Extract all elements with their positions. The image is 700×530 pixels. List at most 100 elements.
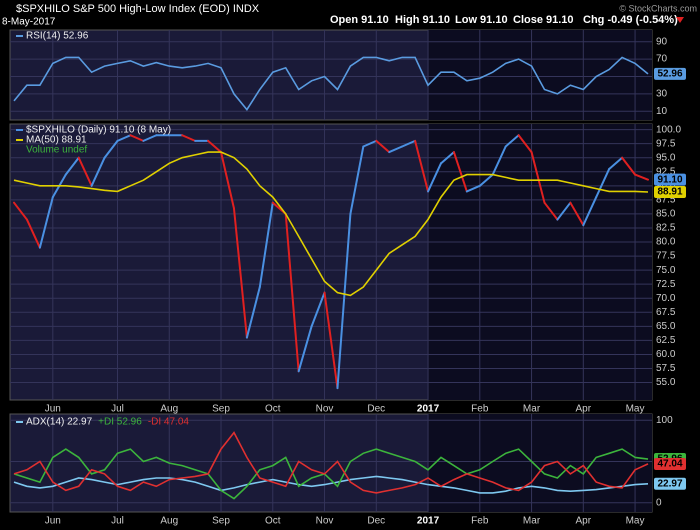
x-tick-label: 2017 xyxy=(417,404,440,415)
x-tick-label: Apr xyxy=(576,404,592,415)
value-badge xyxy=(654,185,686,198)
value-badge-text: 91.10 xyxy=(657,174,682,185)
price-segment xyxy=(336,212,352,390)
price-segment xyxy=(362,139,378,148)
price-segment xyxy=(103,139,119,159)
ohlc-item: Chg -0.49 (-0.54%) xyxy=(583,14,678,26)
price-segment xyxy=(375,139,391,154)
x-tick-label: Oct xyxy=(265,404,281,415)
price-segment xyxy=(582,196,598,227)
price-segment xyxy=(388,145,404,154)
price-segment xyxy=(116,134,132,142)
price-segment xyxy=(220,151,235,210)
plot-area-recent xyxy=(428,414,652,512)
y-tick-label: 95.0 xyxy=(656,152,676,163)
x-tick-label: Jun xyxy=(45,516,61,527)
ohlc: Open 91.10 High 91.10 Low 91.10 Close 91.10… xyxy=(330,14,678,26)
ohlc-item: Close 91.10 xyxy=(513,14,574,26)
y-tick-label: 80.0 xyxy=(656,237,676,248)
x-tick-label: Mar xyxy=(523,516,541,527)
series-line xyxy=(13,448,649,500)
price-segment xyxy=(439,151,455,165)
series-line xyxy=(13,151,649,297)
y-tick-label: 0 xyxy=(656,497,662,508)
y-tick-label: 97.5 xyxy=(656,138,676,149)
y-tick-label: 10 xyxy=(656,106,668,117)
price-segment xyxy=(323,291,339,390)
legend-entry: $SPXHILO (Daily) 91.10 (8 May) xyxy=(26,125,171,136)
value-badge xyxy=(654,477,686,490)
price-segment xyxy=(452,151,468,193)
value-badge-text: 88.91 xyxy=(657,187,682,198)
value-badge xyxy=(654,173,686,186)
value-badge-text: 52.96 xyxy=(657,69,682,80)
x-tick-label: Jul xyxy=(111,404,124,415)
value-badge xyxy=(654,67,686,80)
plot-area-recent xyxy=(428,124,652,400)
ohlc-item: Low 91.10 xyxy=(455,14,508,26)
price-segment xyxy=(543,201,559,221)
price-segment xyxy=(491,145,507,176)
y-tick-label: 70 xyxy=(656,54,668,65)
price-segment xyxy=(232,207,248,339)
x-tick-label: Apr xyxy=(576,516,592,527)
legend-entry: ADX(14) 22.97 xyxy=(26,417,93,428)
y-tick-label: 75.0 xyxy=(656,265,676,276)
y-tick-label: 90 xyxy=(656,36,668,47)
date: 8-May-2017 xyxy=(2,17,56,28)
down-arrow xyxy=(676,17,684,23)
x-tick-label: Mar xyxy=(523,404,541,415)
y-tick-label: 30 xyxy=(656,89,668,100)
price-segment xyxy=(517,134,533,154)
title: $SPXHILO S&P 500 High-Low Index (EOD) IN… xyxy=(16,3,260,15)
series-line xyxy=(13,431,649,494)
price-segment xyxy=(621,156,637,176)
y-tick-label: 60.0 xyxy=(656,349,676,360)
price-segment xyxy=(530,151,546,204)
x-tick-label: Aug xyxy=(160,404,178,415)
price-segment xyxy=(608,156,624,170)
x-tick-label: Sep xyxy=(212,516,230,527)
price-segment xyxy=(310,291,326,328)
x-tick-label: Nov xyxy=(316,404,334,415)
x-tick-label: May xyxy=(626,404,645,415)
x-tick-label: Dec xyxy=(367,516,385,527)
price-segment xyxy=(77,156,93,187)
credit: © StockCharts.com xyxy=(619,3,697,13)
x-tick-label: Aug xyxy=(160,516,178,527)
price-segment xyxy=(181,134,197,142)
price-segment xyxy=(142,134,158,142)
price-segment xyxy=(38,196,54,249)
price-segment xyxy=(414,139,430,193)
legend-entry: RSI(14) 52.96 xyxy=(26,31,89,42)
price-segment xyxy=(478,173,494,187)
value-badge xyxy=(654,457,686,470)
x-tick-label: Nov xyxy=(316,516,334,527)
y-tick-label: 77.5 xyxy=(656,251,676,262)
price-segment xyxy=(569,201,585,227)
y-tick-label: 55.0 xyxy=(656,377,676,388)
price-segment xyxy=(64,156,80,176)
ohlc-item: High 91.10 xyxy=(395,14,450,26)
y-tick-label: 57.5 xyxy=(656,363,676,374)
y-tick-label: 92.5 xyxy=(656,166,676,177)
price-segment xyxy=(258,201,274,288)
y-tick-label: 65.0 xyxy=(656,321,676,332)
legend-note: Volume undef xyxy=(26,145,87,156)
y-tick-label: 82.5 xyxy=(656,223,676,234)
price-segment xyxy=(284,212,300,373)
x-tick-label: Jun xyxy=(45,404,61,415)
y-tick-label: 85.0 xyxy=(656,209,676,220)
legend-entry: MA(50) 88.91 xyxy=(26,135,87,146)
y-tick-label: 62.5 xyxy=(656,335,676,346)
price-segment xyxy=(349,145,365,215)
price-segment xyxy=(129,134,145,142)
x-tick-label: Feb xyxy=(471,516,489,527)
x-tick-label: Jul xyxy=(111,516,124,527)
price-segment xyxy=(504,134,520,148)
x-tick-label: 2017 xyxy=(417,516,440,527)
legend-entry: +DI 52.96 xyxy=(98,417,142,428)
price-segment xyxy=(13,201,28,221)
